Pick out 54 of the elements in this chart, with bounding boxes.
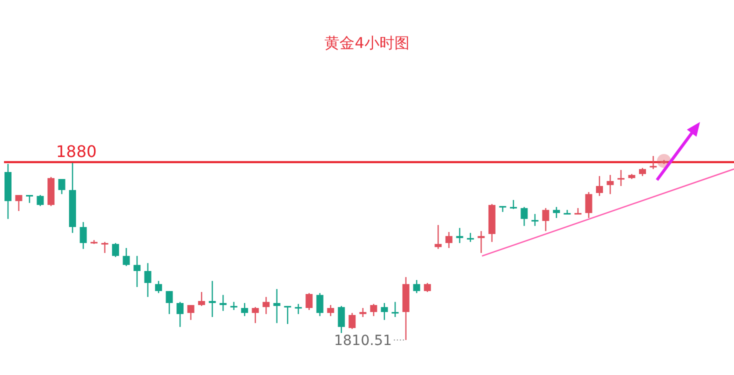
candlestick <box>198 291 206 307</box>
candlestick <box>478 230 485 254</box>
candlestick <box>520 206 528 227</box>
candlestick <box>650 155 657 170</box>
candlestick <box>392 301 399 318</box>
annotation: 1880 <box>56 142 97 162</box>
candlestick <box>80 221 87 250</box>
candlestick <box>531 213 538 227</box>
candlestick <box>187 304 194 321</box>
candlestick <box>370 303 378 317</box>
annotation: 1810.51 <box>334 333 392 349</box>
candlestick <box>564 209 571 215</box>
candlestick <box>466 232 474 243</box>
candlestick <box>510 199 517 210</box>
candlestick <box>348 312 356 330</box>
candlestick <box>15 194 22 212</box>
candlestick <box>617 169 624 187</box>
candlestick <box>434 224 442 250</box>
candlestick <box>552 206 560 219</box>
candlestick <box>230 301 238 311</box>
candlestick <box>445 231 452 249</box>
candlestick <box>294 303 302 315</box>
candlestick <box>306 292 313 311</box>
candlestick <box>380 302 388 321</box>
candlestick <box>273 288 280 324</box>
chart-title: 黄金4小时图 <box>324 34 410 52</box>
candlestick <box>36 194 44 207</box>
candlestick <box>134 255 141 288</box>
candlestick <box>316 292 324 317</box>
candlestick <box>585 191 592 219</box>
candlestick <box>176 301 184 328</box>
candlestick <box>166 290 173 315</box>
candlestick <box>101 241 108 254</box>
candlestick <box>208 280 216 318</box>
candlestick <box>58 178 66 195</box>
candlestick <box>606 174 614 195</box>
candlestick <box>284 305 292 325</box>
candlestick <box>327 304 334 317</box>
candlestick <box>112 242 120 258</box>
candlestick <box>596 175 603 197</box>
candlestick <box>144 262 152 298</box>
candlestick <box>424 282 431 293</box>
candlestick <box>241 302 248 317</box>
candlestick <box>252 306 259 324</box>
candlestick <box>499 205 506 213</box>
candlestick <box>122 247 130 267</box>
candlestick <box>359 307 366 318</box>
candlestick <box>456 227 464 244</box>
candlestick <box>220 294 227 312</box>
candlestick <box>262 296 270 315</box>
candlestick <box>338 305 345 334</box>
candlestick <box>413 279 420 294</box>
candlestick <box>155 280 162 294</box>
candlestick <box>542 207 550 232</box>
